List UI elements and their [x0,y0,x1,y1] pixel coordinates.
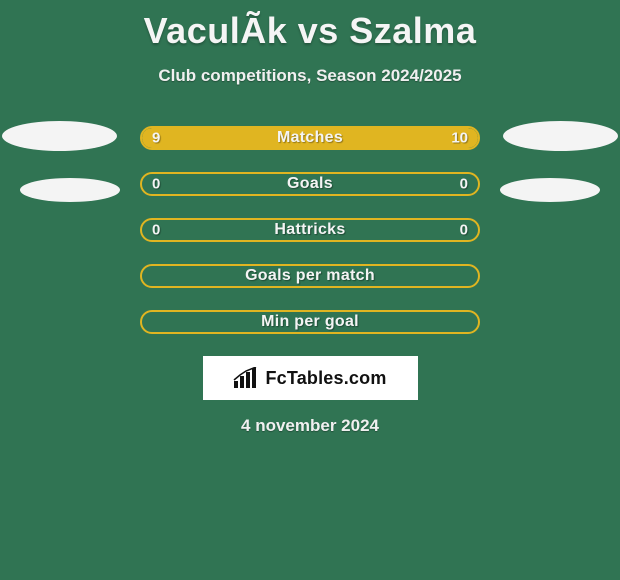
stat-label: Goals per match [142,267,478,285]
player-right-ellipse-1 [503,121,618,151]
stat-row-goals: 0 Goals 0 [140,172,480,196]
subtitle: Club competitions, Season 2024/2025 [0,66,620,86]
stat-label: Hattricks [142,221,478,239]
page-title: VaculÃ­k vs Szalma [0,0,620,52]
stat-row-goals-per-match: Goals per match [140,264,480,288]
player-right-ellipse-2 [500,178,600,202]
stat-value-right: 0 [460,222,468,239]
brand-bars-icon [233,367,259,389]
brand-box[interactable]: FcTables.com [203,356,418,400]
stat-value-left: 0 [152,222,160,239]
stat-fill-right [300,128,478,148]
player-left-ellipse-2 [20,178,120,202]
stat-label: Goals [142,175,478,193]
stat-value-left: 0 [152,176,160,193]
stat-row-hattricks: 0 Hattricks 0 [140,218,480,242]
brand-text: FcTables.com [265,368,386,389]
stat-row-matches: 9 Matches 10 [140,126,480,150]
stat-row-min-per-goal: Min per goal [140,310,480,334]
stat-label: Min per goal [142,313,478,331]
stat-fill-left [142,128,300,148]
stats-container: 9 Matches 10 0 Goals 0 0 Hattricks 0 Goa… [140,126,480,334]
stat-value-right: 0 [460,176,468,193]
player-left-ellipse-1 [2,121,117,151]
date-text: 4 november 2024 [0,416,620,436]
